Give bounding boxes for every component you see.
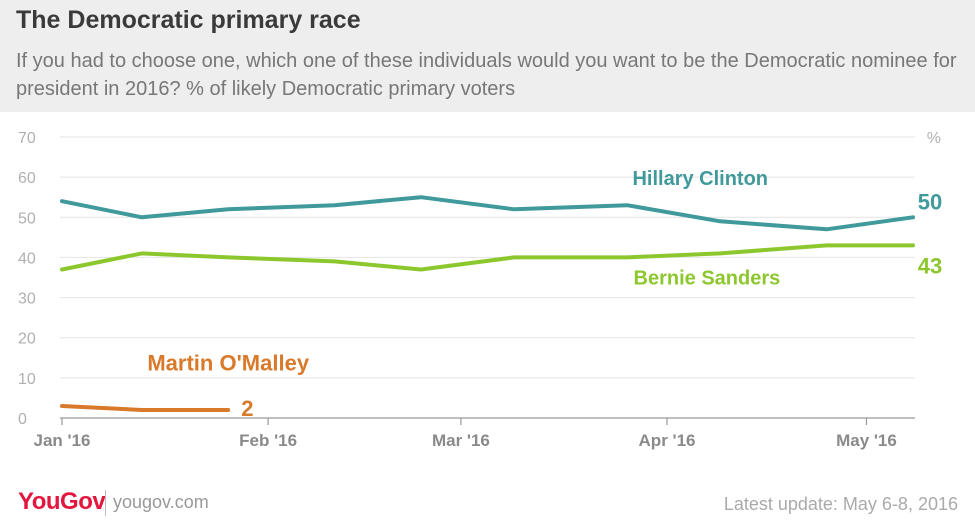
y-tick-label: 60 <box>18 170 36 187</box>
latest-update-text: Latest update: May 6-8, 2016 <box>723 494 958 514</box>
y-tick-label: 20 <box>18 331 36 348</box>
page-title: The Democratic primary race <box>16 6 361 34</box>
series-name-label: Bernie Sanders <box>634 268 781 290</box>
series-line-0 <box>60 195 915 232</box>
series-name-label: Hillary Clinton <box>632 168 768 190</box>
y-unit-label: % <box>927 130 941 147</box>
footer-separator <box>105 490 106 516</box>
x-tick-label: Jan '16 <box>34 431 91 450</box>
x-tick-label: Mar '16 <box>432 431 490 450</box>
x-tick-label: May '16 <box>836 431 897 450</box>
x-tick-label: Feb '16 <box>239 431 297 450</box>
series-line-2 <box>60 404 231 412</box>
y-tick-label: 50 <box>18 210 36 227</box>
header: The Democratic primary race If you had t… <box>0 0 975 112</box>
line-chart: 0 10 20 30 40 50 60 70 % Jan '16 Feb '16 Mar '16 Apr… <box>18 130 942 450</box>
series-name-label: Martin O'Malley <box>147 351 309 376</box>
page-subtitle: If you had to choose one, which one of t… <box>16 50 957 100</box>
series-end-label: 50 <box>918 189 942 214</box>
series-end-label: 43 <box>918 253 942 278</box>
y-tick-label: 0 <box>18 411 27 428</box>
yougov-logo: YouGov <box>18 488 106 515</box>
series-end-label: 2 <box>241 396 253 421</box>
y-tick-label: 40 <box>18 250 36 267</box>
x-tick-label: Apr '16 <box>639 431 696 450</box>
y-tick-label: 30 <box>18 291 36 308</box>
series-line-1 <box>60 243 915 272</box>
y-tick-label: 70 <box>18 130 36 147</box>
y-tick-label: 10 <box>18 371 36 388</box>
footer-site-link[interactable]: yougov.com <box>113 492 209 512</box>
